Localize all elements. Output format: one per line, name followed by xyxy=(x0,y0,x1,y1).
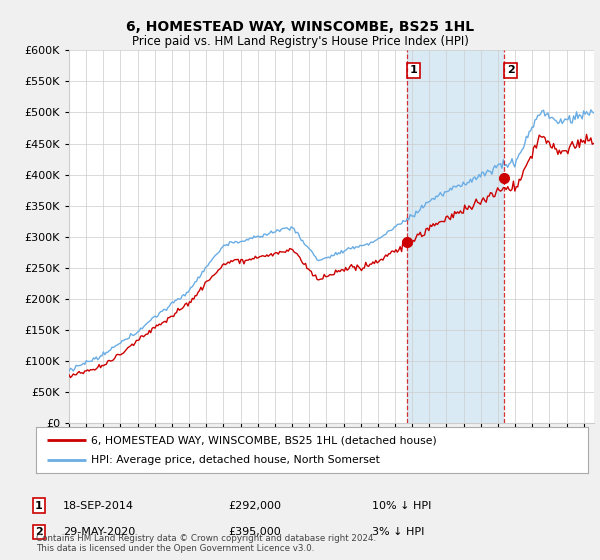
Text: 3% ↓ HPI: 3% ↓ HPI xyxy=(372,527,424,537)
Text: 2: 2 xyxy=(35,527,43,537)
Text: 2: 2 xyxy=(507,66,515,75)
Text: 10% ↓ HPI: 10% ↓ HPI xyxy=(372,501,431,511)
Text: 29-MAY-2020: 29-MAY-2020 xyxy=(63,527,135,537)
Text: £292,000: £292,000 xyxy=(228,501,281,511)
Text: Price paid vs. HM Land Registry's House Price Index (HPI): Price paid vs. HM Land Registry's House … xyxy=(131,35,469,48)
Text: £395,000: £395,000 xyxy=(228,527,281,537)
Text: 1: 1 xyxy=(410,66,418,75)
Text: HPI: Average price, detached house, North Somerset: HPI: Average price, detached house, Nort… xyxy=(91,455,380,465)
Bar xyxy=(407,50,505,423)
Text: Contains HM Land Registry data © Crown copyright and database right 2024.
This d: Contains HM Land Registry data © Crown c… xyxy=(36,534,376,553)
Text: 6, HOMESTEAD WAY, WINSCOMBE, BS25 1HL: 6, HOMESTEAD WAY, WINSCOMBE, BS25 1HL xyxy=(126,20,474,34)
Text: 1: 1 xyxy=(35,501,43,511)
Text: 18-SEP-2014: 18-SEP-2014 xyxy=(63,501,134,511)
Text: 6, HOMESTEAD WAY, WINSCOMBE, BS25 1HL (detached house): 6, HOMESTEAD WAY, WINSCOMBE, BS25 1HL (d… xyxy=(91,435,437,445)
